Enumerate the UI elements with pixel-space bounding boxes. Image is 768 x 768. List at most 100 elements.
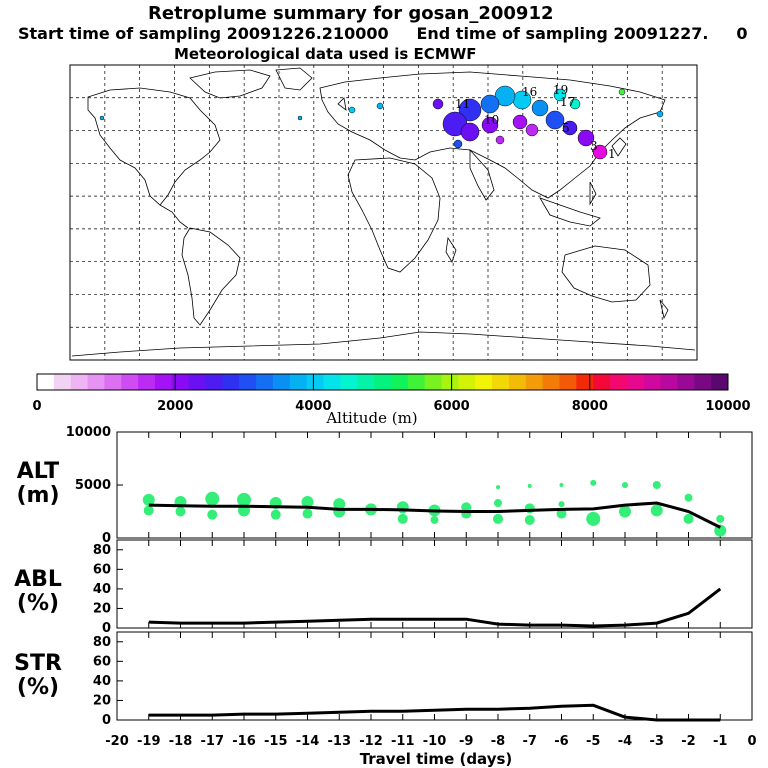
alt-plume-point xyxy=(333,505,346,518)
x-tick-label: -7 xyxy=(523,734,537,749)
str-y-tick-label: 40 xyxy=(93,674,111,689)
x-tick-label: -3 xyxy=(650,734,664,749)
x-axis-ticks: -20 -19 -18 -17 -16 -15 -14 -13 -12 -11 -10 -9 -8 -7-… xyxy=(105,734,756,749)
colorbar-swatch xyxy=(138,374,156,390)
str-mean-line xyxy=(148,703,721,722)
abl-y-tick-label: 80 xyxy=(93,543,111,558)
x-tick-label: -1 xyxy=(713,734,727,749)
alt-mean-line xyxy=(148,501,721,529)
colorbar-swatch xyxy=(626,374,645,390)
x-tick-label: -9 xyxy=(459,734,473,749)
alt-plume-point xyxy=(143,505,154,516)
colorbar-ticks: 0 2000 4000 6000 8000 10000 xyxy=(32,374,751,414)
alt-plume-point xyxy=(175,506,186,517)
colorbar-swatch xyxy=(576,374,594,390)
x-tick-label: -10 xyxy=(423,734,447,749)
alt-plume-point xyxy=(496,485,500,490)
plume-label-3: 3 xyxy=(590,139,598,153)
sampling-times: Start time of sampling 20091226.210000 E… xyxy=(18,24,748,43)
alt-plume-point xyxy=(142,493,155,506)
alt-plume-point xyxy=(622,482,628,488)
alt-plume-point xyxy=(652,481,661,489)
alt-plume-point xyxy=(494,499,502,508)
x-tick-label: -8 xyxy=(491,734,505,749)
x-tick-label: -15 xyxy=(264,734,288,749)
x-tick-label: -16 xyxy=(232,734,256,749)
plume-label-19: 19 xyxy=(553,83,568,97)
colorbar-swatch xyxy=(272,374,291,390)
str-label: STR xyxy=(14,651,62,676)
colorbar-swatch xyxy=(407,374,426,390)
colorbar-swatch xyxy=(87,374,105,390)
str-y-tick-label: 0 xyxy=(102,713,111,728)
plume-label-10: 10 xyxy=(484,113,499,127)
abl-y-tick-label: 20 xyxy=(93,601,111,616)
colorbar-swatch xyxy=(205,374,223,390)
alt-plume-point xyxy=(524,514,535,525)
alt-y-tick-label: 5000 xyxy=(75,478,111,493)
alt-plume-point xyxy=(586,511,601,526)
colorbar-swatch xyxy=(121,374,139,390)
colorbar-swatch xyxy=(475,374,493,390)
alt-plume-point xyxy=(270,509,281,520)
colorbar-swatch xyxy=(610,374,628,390)
str-panel: 80 60 40 20 0 xyxy=(93,631,753,728)
colorbar-swatch xyxy=(374,374,392,390)
alt-plume-point xyxy=(527,484,532,489)
alt-plume-point xyxy=(716,514,725,523)
colorbar-swatch xyxy=(458,374,476,390)
x-tick-label: -11 xyxy=(391,734,415,749)
colorbar-swatch xyxy=(694,374,712,390)
str-y-tick-label: 60 xyxy=(93,654,111,669)
colorbar-swatch xyxy=(239,374,257,390)
x-tick-label: -19 xyxy=(137,734,161,749)
x-tick-label: -6 xyxy=(554,734,568,749)
abl-frame xyxy=(116,539,753,629)
alt-unit: (m) xyxy=(16,483,59,508)
alt-plume-point xyxy=(205,491,220,506)
met-data-line: Meteorological data used is ECMWF xyxy=(174,45,477,63)
colorbar-swatch xyxy=(508,374,527,390)
colorbar-swatch xyxy=(593,374,611,390)
alt-panel: 10000 5000 0 xyxy=(66,425,753,546)
x-tick-label: -12 xyxy=(359,734,383,749)
abl-unit: (%) xyxy=(17,591,59,616)
x-tick-label: -4 xyxy=(618,734,632,749)
x-tick-label: -20 xyxy=(105,734,129,749)
plume-label-1: 1 xyxy=(608,147,616,161)
x-tick-label: -13 xyxy=(328,734,352,749)
plume-markers xyxy=(99,85,664,160)
abl-y-tick-label: 40 xyxy=(93,582,111,597)
colorbar-swatch xyxy=(424,374,442,390)
abl-mean-line xyxy=(148,587,722,628)
abl-y-tick-label: 0 xyxy=(102,621,111,636)
abl-panel: 80 60 40 20 0 xyxy=(93,539,753,636)
colorbar-swatch xyxy=(711,374,729,390)
world-map: 19 16 17 11 10 5 3 1 xyxy=(69,64,698,361)
str-unit: (%) xyxy=(17,675,59,700)
colorbar-swatch xyxy=(559,374,577,390)
chart-title: Retroplume summary for gosan_200912 xyxy=(148,3,554,24)
x-tick-label: -2 xyxy=(681,734,695,749)
colorbar-tick-label: 6000 xyxy=(434,399,470,414)
colorbar-swatch xyxy=(154,374,173,390)
x-axis-label: Travel time (days) xyxy=(360,750,513,768)
alt-plume-point xyxy=(650,504,663,517)
plume-label-5: 5 xyxy=(562,121,570,135)
alt-plume-point xyxy=(397,513,408,524)
colorbar-swatch xyxy=(289,374,308,390)
coastlines xyxy=(71,67,696,357)
alt-plume-point xyxy=(556,508,567,519)
colorbar-tick-label: 0 xyxy=(32,399,41,414)
colorbar-swatch xyxy=(53,374,72,390)
colorbar-swatch xyxy=(441,374,459,390)
alt-plume-point xyxy=(493,513,503,524)
colorbar-swatch xyxy=(525,374,544,390)
str-y-tick-label: 80 xyxy=(93,635,111,650)
colorbar-swatch xyxy=(222,374,240,390)
altitude-colorbar xyxy=(36,373,729,391)
colorbar-swatch xyxy=(542,374,560,390)
abl-y-tick-label: 60 xyxy=(93,562,111,577)
colorbar-tick-label: 2000 xyxy=(157,399,193,414)
